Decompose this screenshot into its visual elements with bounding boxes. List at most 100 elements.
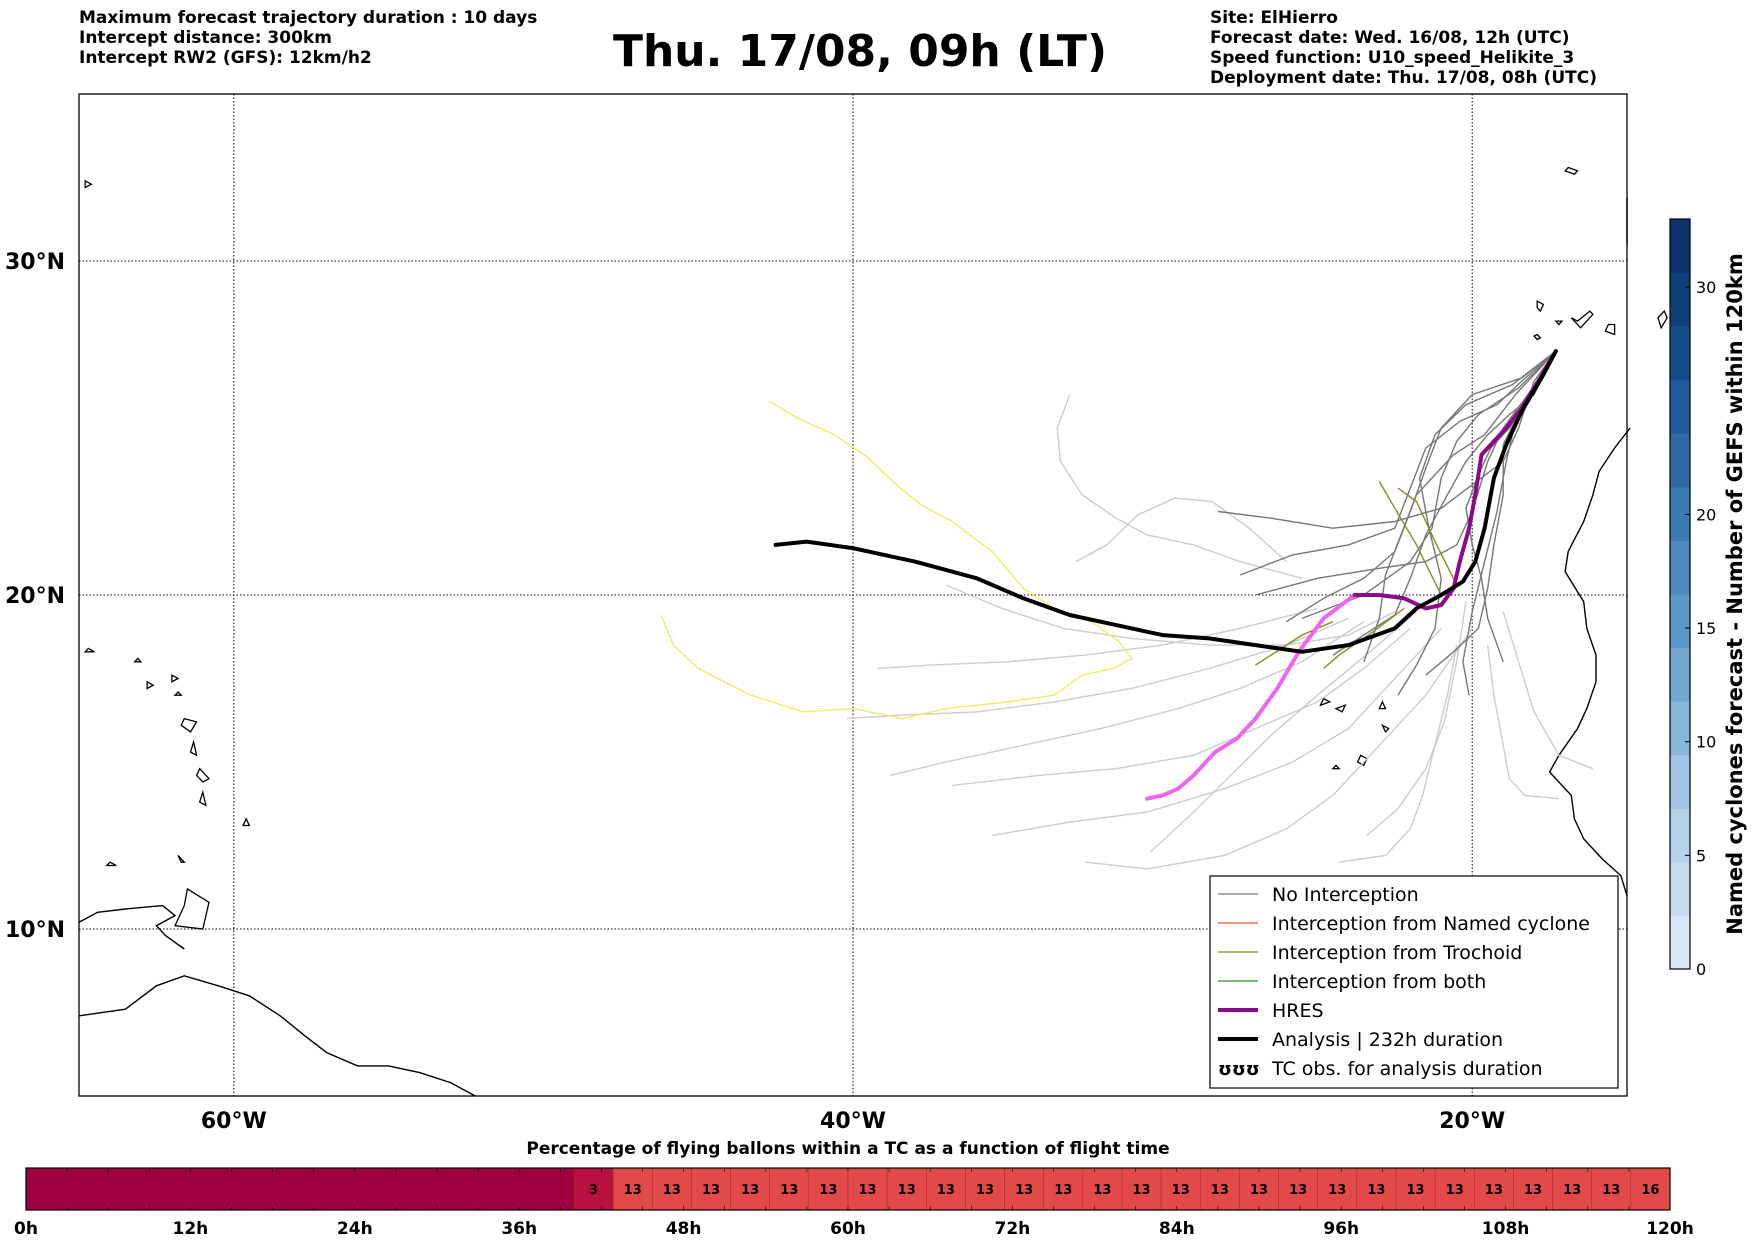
timeline-tick-label: 0h bbox=[14, 1219, 38, 1239]
header-info-right: Site: ElHierro Forecast date: Wed. 16/08… bbox=[1210, 8, 1597, 88]
timeline-cell bbox=[730, 1167, 770, 1211]
timeline-cell-value: 3 bbox=[589, 1183, 598, 1198]
colorbar-segment bbox=[1670, 326, 1690, 381]
timeline-cell bbox=[1434, 1167, 1475, 1211]
map-coastlines bbox=[78, 166, 1668, 1097]
timeline-tick-label: 24h bbox=[337, 1219, 373, 1239]
header-speed-function: Speed function: U10_speed_Helikite_3 bbox=[1210, 48, 1575, 68]
no-interception-track bbox=[1255, 350, 1557, 596]
timeline-tick-label: 72h bbox=[995, 1219, 1031, 1239]
lat-tick-label: 30°N bbox=[5, 250, 65, 275]
timeline-cell bbox=[1474, 1167, 1514, 1211]
timeline-cell-value: 13 bbox=[819, 1183, 837, 1198]
legend-label: HRES bbox=[1272, 1000, 1324, 1022]
timeline-cell bbox=[1591, 1167, 1632, 1211]
timeline-cell-value: 16 bbox=[1641, 1183, 1659, 1198]
map-frame bbox=[78, 93, 1628, 1097]
timeline-tick-label: 48h bbox=[666, 1219, 702, 1239]
legend-label: TC obs. for analysis duration bbox=[1271, 1058, 1543, 1080]
yellow-ensemble-track bbox=[660, 400, 1133, 720]
colorbar-segment bbox=[1670, 754, 1690, 809]
map-grid bbox=[79, 94, 1627, 1096]
timeline-cell bbox=[612, 1167, 653, 1211]
timeline-cell-value: 13 bbox=[702, 1183, 720, 1198]
timeline-cell-value: 13 bbox=[1485, 1183, 1503, 1198]
coastline bbox=[1548, 427, 1631, 896]
island bbox=[1604, 323, 1616, 336]
island bbox=[1563, 166, 1579, 175]
timeline-cell-value: 13 bbox=[1133, 1183, 1151, 1198]
header-deployment-date: Deployment date: Thu. 17/08, 08h (UTC) bbox=[1210, 68, 1597, 88]
island bbox=[1378, 700, 1387, 710]
island bbox=[1657, 309, 1668, 330]
colorbar-segment bbox=[1670, 647, 1690, 702]
island bbox=[1536, 300, 1545, 313]
colorbar-tick-label: 15 bbox=[1696, 619, 1716, 638]
timeline-cell bbox=[1160, 1167, 1201, 1211]
timeline-tick-label: 120h bbox=[1646, 1219, 1694, 1239]
colorbar-segment bbox=[1670, 272, 1690, 327]
timeline-cell-value: 13 bbox=[741, 1183, 759, 1198]
legend-label: Analysis | 232h duration bbox=[1272, 1029, 1503, 1051]
main-title: Thu. 17/08, 09h (LT) bbox=[612, 26, 1108, 77]
no-interception-track bbox=[1363, 350, 1557, 663]
legend-label: Interception from both bbox=[1272, 971, 1486, 993]
timeline-cell-value: 13 bbox=[1367, 1183, 1385, 1198]
no-interception-track bbox=[1332, 350, 1557, 656]
colorbar-segment bbox=[1670, 486, 1690, 541]
timeline-tick-label: 12h bbox=[173, 1219, 209, 1239]
timeline-cell-value: 13 bbox=[859, 1183, 877, 1198]
ensemble-track-far bbox=[1487, 645, 1559, 800]
header-intercept-distance: Intercept distance: 300km bbox=[79, 28, 332, 48]
colorbar-tick-label: 10 bbox=[1696, 733, 1716, 752]
legend-tc-symbol: ʊʊʊ bbox=[1218, 1059, 1260, 1080]
header-forecast-date: Forecast date: Wed. 16/08, 12h (UTC) bbox=[1210, 28, 1570, 48]
colorbar-segment bbox=[1670, 540, 1690, 595]
timeline-cell bbox=[573, 1167, 614, 1211]
timeline-cell bbox=[1513, 1167, 1553, 1211]
timeline-cell-value: 13 bbox=[1250, 1183, 1268, 1198]
header-max-duration: Maximum forecast trajectory duration : 1… bbox=[79, 8, 538, 28]
timeline-cell-value: 13 bbox=[1172, 1183, 1190, 1198]
colorbar-segment bbox=[1670, 379, 1690, 434]
map-trajectories bbox=[660, 349, 1594, 870]
island bbox=[177, 855, 186, 863]
island bbox=[1533, 333, 1542, 341]
ensemble-track-far bbox=[877, 607, 1318, 670]
island bbox=[1554, 320, 1564, 326]
island bbox=[84, 179, 93, 189]
island bbox=[242, 817, 251, 827]
timeline-cell-value: 13 bbox=[1524, 1183, 1542, 1198]
lon-tick-label: 20°W bbox=[1439, 1109, 1505, 1134]
colorbar: 0 5 10 15 20 30 Named cyclones forecast - Numb… bbox=[1669, 218, 1747, 979]
island bbox=[195, 767, 211, 783]
ensemble-track-far bbox=[1075, 497, 1287, 563]
ensemble-track-far bbox=[945, 584, 1396, 646]
timeline-cell-value: 13 bbox=[1563, 1183, 1581, 1198]
colorbar-segment bbox=[1670, 594, 1690, 649]
timeline-cell-value: 13 bbox=[898, 1183, 916, 1198]
header-site: Site: ElHierro bbox=[1210, 8, 1338, 28]
island bbox=[1380, 723, 1390, 734]
colorbar-label: Named cyclones forecast - Number of GEFS… bbox=[1723, 253, 1747, 934]
timeline-cell-value: 13 bbox=[1328, 1183, 1346, 1198]
island bbox=[105, 861, 117, 867]
timeline-zero-segment bbox=[26, 1168, 574, 1210]
timeline-cell-value: 13 bbox=[624, 1183, 642, 1198]
timeline-cell-value: 13 bbox=[1289, 1183, 1307, 1198]
legend-box bbox=[1209, 875, 1619, 1089]
ensemble-track-far bbox=[992, 627, 1442, 837]
timeline-cell bbox=[965, 1167, 1005, 1211]
timeline-tick-label: 108h bbox=[1482, 1219, 1530, 1239]
ensemble-track-far bbox=[952, 627, 1411, 787]
timeline-cell-value: 13 bbox=[1054, 1183, 1072, 1198]
ensemble-track-far bbox=[1056, 394, 1303, 579]
legend-label: Interception from Named cyclone bbox=[1272, 913, 1590, 935]
island bbox=[133, 657, 143, 663]
timeline-frame bbox=[25, 1167, 1671, 1211]
timeline-bar: Percentage of flying ballons within a TC… bbox=[14, 1139, 1694, 1239]
timeline-cell-value: 13 bbox=[663, 1183, 681, 1198]
island bbox=[83, 647, 95, 653]
island bbox=[1319, 697, 1332, 707]
no-interception-track bbox=[1286, 350, 1557, 623]
